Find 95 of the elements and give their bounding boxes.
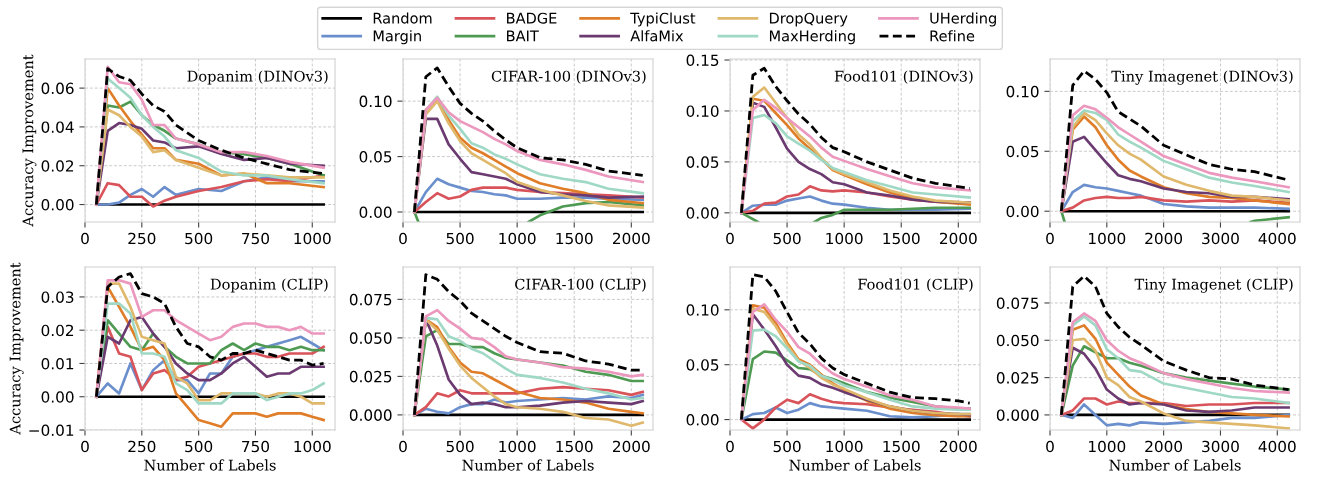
x-tick-label: 1000 (294, 232, 331, 245)
legend-label: Margin (373, 30, 421, 45)
x-axis-title: Number of Labels (462, 459, 594, 471)
x-tick-label: 2000 (1145, 232, 1183, 245)
text: Tiny Imagenet (CLIP) (1134, 278, 1293, 293)
x-axis-title: Number of Labels (144, 459, 276, 471)
y-tick-label: 0.05 (359, 151, 392, 163)
x-tick-label: 0 (81, 440, 89, 453)
y-tick-label: 0.10 (1006, 85, 1039, 98)
text: Dopanim (DINOv3) (187, 70, 328, 85)
x-tick-label: 500 (773, 232, 801, 245)
x-tick-label: 0 (399, 232, 407, 245)
x-tick-label: 500 (446, 440, 474, 453)
y-tick-label: 0.00 (686, 414, 719, 426)
y-tick-label: −0.01 (29, 424, 74, 437)
y-axis-title: Accuracy Improvement (9, 262, 24, 435)
y-tick-label: 0.00 (41, 391, 74, 403)
x-tick-label: 0 (726, 232, 734, 245)
y-tick-label: 0.02 (41, 324, 74, 337)
y-tick-label: 0.05 (686, 359, 719, 371)
x-tick-label: 2000 (1145, 440, 1183, 453)
y-tick-label: 0.03 (41, 291, 74, 303)
y-tick-label: 0.050 (349, 332, 392, 344)
x-tick-label: 750 (242, 440, 270, 453)
x-axis-title: Number of Labels (1109, 459, 1241, 471)
y-tick-label: 0.00 (41, 199, 74, 211)
x-tick-label: 1000 (1089, 232, 1126, 245)
legend-label: DropQuery (769, 12, 848, 27)
text: Dopanim (CLIP) (210, 278, 328, 293)
x-tick-label: 3000 (1202, 232, 1239, 245)
legend-label: Random (373, 12, 432, 24)
legend-label: TypiClust (630, 12, 696, 27)
x-tick-label: 1000 (499, 440, 536, 453)
y-tick-label: 0.00 (1006, 205, 1039, 218)
x-tick-label: 500 (446, 232, 474, 245)
y-tick-label: 0.025 (996, 372, 1039, 384)
text: Food101 (CLIP) (858, 278, 973, 292)
y-tick-label: 0.10 (686, 304, 719, 316)
legend-label: MaxHerding (769, 30, 855, 45)
x-tick-label: 4000 (1258, 232, 1296, 245)
x-tick-label: 1500 (883, 232, 920, 245)
x-tick-label: 2000 (939, 440, 977, 453)
x-tick-label: 500 (185, 232, 213, 245)
x-tick-label: 2000 (612, 232, 650, 245)
x-tick-label: 750 (242, 232, 270, 245)
y-tick-label: 0.10 (359, 95, 392, 108)
y-tick-label: 0.050 (996, 334, 1039, 347)
y-tick-label: 0.000 (349, 409, 392, 421)
y-tick-label: 0.10 (686, 105, 719, 117)
legend-label: BADGE (507, 12, 557, 24)
y-tick-label: 0.075 (349, 293, 392, 306)
y-tick-label: 0.00 (686, 207, 719, 219)
x-axis-title: Number of Labels (789, 459, 921, 471)
legend-label: AlfaMix (630, 30, 684, 42)
y-tick-label: 0.04 (41, 121, 74, 133)
x-tick-label: 4000 (1258, 440, 1296, 453)
y-tick-label: 0.075 (996, 297, 1039, 309)
y-tick-label: 0.05 (686, 156, 719, 168)
x-tick-label: 1000 (499, 232, 536, 245)
legend-label: Refine (930, 30, 975, 42)
x-tick-label: 0 (399, 440, 407, 453)
x-tick-label: 1500 (883, 440, 920, 453)
x-tick-label: 1000 (826, 232, 863, 245)
x-tick-label: 3000 (1202, 440, 1239, 453)
legend-label: UHerding (930, 12, 996, 27)
text: CIFAR-100 (CLIP) (515, 278, 646, 292)
x-tick-label: 250 (128, 440, 156, 453)
y-tick-label: 0.02 (41, 160, 74, 172)
legend-label: BAIT (507, 30, 539, 42)
text: CIFAR-100 (DINOv3) (491, 70, 646, 84)
x-tick-label: 0 (726, 440, 734, 453)
y-tick-label: 0.025 (349, 370, 392, 383)
text: Food101 (DINOv3) (834, 70, 973, 84)
y-tick-label: 0.000 (996, 409, 1039, 421)
line-series (1060, 183, 1290, 213)
x-tick-label: 2000 (939, 232, 977, 245)
x-tick-label: 0 (1046, 440, 1054, 453)
y-tick-label: 0.05 (1006, 145, 1039, 158)
x-tick-label: 1000 (294, 440, 331, 453)
y-tick-label: 0.15 (686, 54, 719, 67)
x-tick-label: 2000 (612, 440, 650, 453)
x-tick-label: 500 (773, 440, 801, 453)
y-tick-label: 0.06 (41, 82, 74, 95)
x-tick-label: 1000 (1089, 440, 1126, 453)
y-axis-title: Accuracy Improvement (22, 54, 37, 227)
text: Tiny Imagenet (DINOv3) (1111, 70, 1293, 85)
x-tick-label: 1000 (826, 440, 863, 453)
y-tick-label: 0.00 (359, 206, 392, 219)
y-tick-label: 0.01 (41, 357, 74, 370)
x-tick-label: 1500 (556, 232, 593, 245)
x-tick-label: 1500 (556, 440, 593, 453)
x-tick-label: 500 (185, 440, 213, 453)
x-tick-label: 0 (1046, 232, 1054, 245)
x-tick-label: 250 (128, 232, 156, 245)
x-tick-label: 0 (81, 232, 89, 245)
